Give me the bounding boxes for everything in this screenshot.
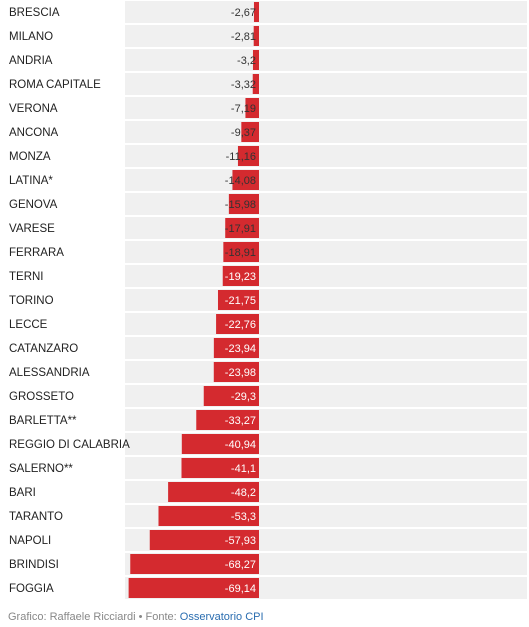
row-background: [125, 49, 527, 71]
data-label: -11,16: [226, 151, 256, 163]
row-background: [125, 265, 527, 287]
bar: [216, 314, 259, 334]
data-label: -23,98: [225, 367, 256, 379]
category-label: LECCE: [9, 319, 48, 331]
data-label: -21,75: [225, 295, 256, 307]
data-label: -3,32: [231, 79, 256, 91]
data-label: -3,2: [237, 55, 256, 67]
row-background: [125, 337, 527, 359]
row-background: [125, 169, 527, 191]
data-label: -40,94: [225, 439, 256, 451]
category-label: TERNI: [9, 271, 44, 283]
data-label: -69,14: [225, 583, 256, 595]
category-label: REGGIO DI CALABRIA: [9, 439, 130, 451]
row-background: [125, 25, 527, 47]
category-label: NAPOLI: [9, 535, 51, 547]
bar: [217, 290, 259, 310]
category-label: ROMA CAPITALE: [9, 79, 101, 91]
chart-footer: Grafico: Raffaele Ricciardi • Fonte: Oss…: [8, 611, 264, 623]
row-background: [125, 409, 527, 431]
category-label: GROSSETO: [9, 391, 74, 403]
bar: [203, 386, 259, 406]
bar: [168, 482, 259, 502]
row-background: [125, 1, 527, 23]
category-label: BARI: [9, 487, 36, 499]
bar: [213, 338, 259, 358]
bar: [181, 434, 259, 454]
category-label: BARLETTA**: [9, 415, 77, 427]
category-label: TORINO: [9, 295, 54, 307]
category-label: FOGGIA: [9, 583, 54, 595]
data-label: -9,37: [231, 127, 256, 139]
category-label: CATANZARO: [9, 343, 78, 355]
data-label: -22,76: [225, 319, 256, 331]
bar: [181, 458, 259, 478]
bar: [253, 26, 259, 46]
category-label: GENOVA: [9, 199, 58, 211]
category-label: ANDRIA: [9, 55, 53, 67]
category-label: ALESSANDRIA: [9, 367, 90, 379]
bar: [228, 194, 259, 214]
category-label: LATINA*: [9, 175, 53, 187]
data-label: -2,81: [231, 31, 256, 43]
bar-chart: BRESCIA -2,67 MILANO -2,81 ANDRIA -3,2 ROMA CA…: [9, 1, 527, 599]
bar: [128, 578, 259, 598]
bar: [252, 50, 259, 70]
row-background: [125, 289, 527, 311]
data-label: -53,3: [231, 511, 256, 523]
row-background: [125, 361, 527, 383]
data-label: -2,67: [231, 7, 256, 19]
row-background: [125, 193, 527, 215]
bar: [130, 554, 259, 574]
row-background: [125, 217, 527, 239]
bar: [223, 242, 259, 262]
data-label: -18,91: [225, 247, 256, 259]
row-background: [125, 97, 527, 119]
bar: [232, 170, 259, 190]
category-label: SALERNO**: [9, 463, 73, 475]
data-label: -48,2: [231, 487, 256, 499]
bar: [252, 74, 259, 94]
category-label: MONZA: [9, 151, 51, 163]
category-label: TARANTO: [9, 511, 63, 523]
data-label: -68,27: [225, 559, 256, 571]
bar: [222, 266, 259, 286]
bar: [213, 362, 259, 382]
category-label: BRINDISI: [9, 559, 59, 571]
row-background: [125, 73, 527, 95]
bar: [158, 506, 259, 526]
category-label: ANCONA: [9, 127, 59, 139]
data-label: -41,1: [231, 463, 256, 475]
data-label: -33,27: [225, 415, 256, 427]
data-label: -23,94: [225, 343, 256, 355]
row-background: [125, 121, 527, 143]
category-label: FERRARA: [9, 247, 64, 259]
category-label: BRESCIA: [9, 7, 60, 19]
bar: [196, 410, 259, 430]
row-background: [125, 241, 527, 263]
category-label: MILANO: [9, 31, 53, 43]
bar: [225, 218, 259, 238]
bar: [237, 146, 259, 166]
category-label: VERONA: [9, 103, 58, 115]
data-label: -14,08: [225, 175, 256, 187]
data-label: -57,93: [225, 535, 256, 547]
data-label: -7,19: [231, 103, 256, 115]
bar: [253, 2, 259, 22]
data-label: -19,23: [225, 271, 256, 283]
data-label: -29,3: [231, 391, 256, 403]
bar: [241, 122, 259, 142]
row-background: [125, 313, 527, 335]
row-background: [125, 385, 527, 407]
bar: [149, 530, 259, 550]
footer-credit: Grafico: Raffaele Ricciardi • Fonte:: [8, 611, 180, 623]
bar: [245, 98, 259, 118]
row-background: [125, 145, 527, 167]
source-link[interactable]: Osservatorio CPI: [179, 611, 264, 623]
data-label: -15,98: [225, 199, 256, 211]
data-label: -17,91: [225, 223, 256, 235]
category-label: VARESE: [9, 223, 55, 235]
